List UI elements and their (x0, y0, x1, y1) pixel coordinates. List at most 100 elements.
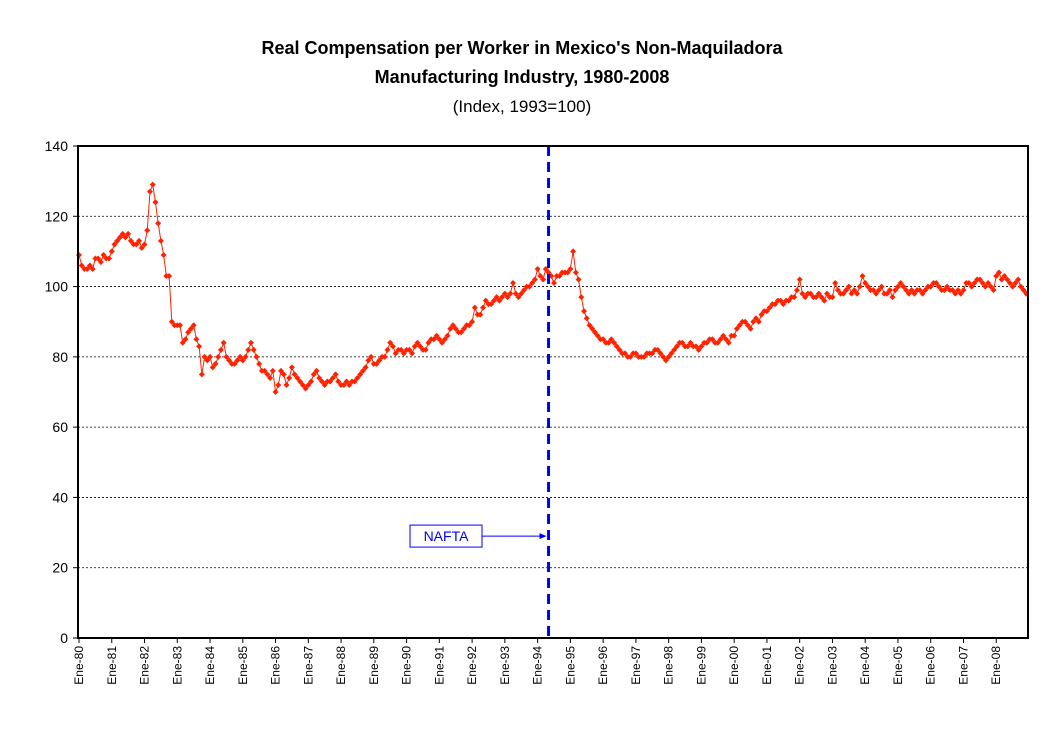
data-point (493, 294, 500, 301)
data-point (247, 339, 254, 346)
data-point (357, 371, 364, 378)
data-point (905, 290, 912, 297)
data-point (245, 346, 252, 353)
data-point (875, 287, 882, 294)
data-point (264, 371, 271, 378)
data-point (744, 322, 751, 329)
data-point (182, 336, 189, 343)
data-point (556, 273, 563, 280)
data-point (971, 280, 978, 287)
data-point (515, 294, 522, 301)
chart-subtitle: (Index, 1993=100) (453, 97, 591, 116)
data-point (551, 280, 557, 287)
data-point (1017, 283, 1024, 290)
data-point (581, 308, 588, 315)
data-point (187, 325, 194, 332)
data-point (955, 287, 962, 294)
data-point (632, 350, 639, 357)
data-point (725, 339, 732, 346)
data-point (829, 294, 836, 301)
data-point (250, 346, 257, 353)
data-point (763, 308, 770, 315)
data-point (458, 329, 465, 336)
data-point (114, 237, 121, 244)
annotation-label: NAFTA (424, 528, 470, 544)
data-point (611, 339, 618, 346)
data-point (968, 283, 975, 290)
data-point (272, 389, 279, 395)
data-point (755, 318, 762, 325)
data-point (212, 360, 219, 367)
x-tick-label: Ene-97 (629, 646, 643, 685)
data-point (616, 346, 623, 353)
x-tick-label: Ene-02 (793, 646, 807, 685)
data-point (471, 304, 478, 311)
data-point (870, 287, 877, 294)
data-point (698, 343, 705, 350)
x-tick-label: Ene-84 (203, 646, 217, 685)
data-point (116, 234, 123, 241)
x-tick-label: Ene-87 (301, 646, 315, 685)
data-point (316, 374, 323, 381)
chart-title: Manufacturing Industry, 1980-2008 (375, 67, 670, 87)
data-point (722, 336, 729, 343)
data-line (78, 182, 1027, 393)
data-point (267, 374, 274, 381)
data-point (520, 287, 527, 294)
data-point (673, 343, 680, 350)
data-point (657, 350, 664, 357)
data-point (108, 248, 115, 255)
data-point (982, 283, 989, 290)
data-point (534, 266, 541, 272)
data-point (908, 287, 915, 294)
data-point (409, 350, 416, 357)
data-point (531, 276, 538, 283)
data-point (807, 290, 814, 297)
data-point (125, 230, 132, 237)
data-point (359, 367, 366, 374)
data-point (343, 378, 350, 385)
data-point (510, 280, 517, 287)
data-point (436, 336, 443, 343)
data-point (444, 332, 451, 339)
data-point (843, 287, 850, 294)
data-point (916, 287, 923, 294)
data-point (291, 371, 298, 378)
data-point (223, 353, 230, 360)
data-point (329, 374, 336, 381)
data-point (430, 336, 437, 343)
data-point (591, 329, 598, 336)
data-point (985, 280, 992, 287)
y-tick-label: 0 (60, 630, 68, 646)
data-point (821, 297, 828, 304)
data-point (242, 353, 249, 360)
data-point (564, 269, 571, 276)
data-point (747, 325, 754, 332)
data-point (111, 241, 118, 248)
data-point (976, 276, 983, 283)
x-tick-label: Ene-08 (989, 646, 1003, 685)
data-point (998, 276, 1005, 283)
data-point (501, 290, 508, 297)
data-point (308, 378, 315, 385)
data-point (889, 294, 896, 301)
data-point (684, 343, 691, 350)
data-point (398, 346, 405, 353)
data-point (384, 346, 391, 353)
data-point (900, 283, 907, 290)
data-point (995, 269, 1002, 276)
data-point (351, 378, 358, 385)
y-tick-label: 40 (52, 489, 68, 505)
data-point (365, 357, 372, 364)
data-point (215, 353, 222, 360)
x-tick-label: Ene-01 (760, 646, 774, 685)
data-point (832, 280, 839, 287)
data-point (460, 325, 467, 332)
data-point (387, 339, 394, 346)
data-point (422, 346, 429, 353)
data-point (679, 339, 686, 346)
data-point (480, 304, 487, 311)
data-point (496, 297, 503, 304)
data-point (209, 364, 216, 371)
data-point (990, 287, 997, 294)
